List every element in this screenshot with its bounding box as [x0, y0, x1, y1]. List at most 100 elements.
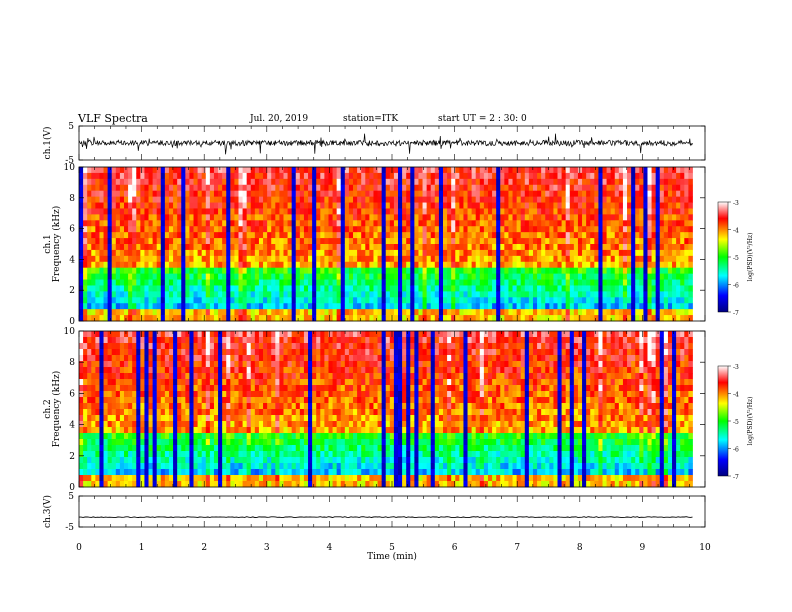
spectrogram-cell — [651, 220, 657, 227]
spectrogram-cell — [422, 214, 428, 221]
spectrogram-cell — [418, 297, 423, 304]
spectrogram-cell — [107, 439, 113, 446]
spectrogram-cell — [164, 421, 170, 428]
spectrogram-cell — [312, 285, 317, 292]
spectrogram-cell — [627, 184, 632, 192]
spectrogram-cell — [164, 343, 170, 350]
spectrogram-cell — [541, 232, 546, 239]
spectrogram-cell — [475, 238, 481, 245]
spectrogram-cell — [647, 249, 652, 257]
spectrogram-cell — [500, 202, 505, 209]
spectrogram-cell — [463, 267, 468, 275]
spectrogram-cell — [283, 244, 288, 251]
spectrogram-cell — [234, 178, 239, 186]
spectrogram-cell — [95, 220, 100, 227]
spectrogram-cell — [156, 451, 162, 458]
spectrogram-cell — [373, 255, 378, 263]
spectrogram-cell — [177, 361, 182, 368]
spectrogram-cell — [185, 167, 190, 174]
spectrogram-cell — [201, 208, 207, 215]
spectrogram-cell — [123, 297, 129, 304]
spectrogram-cell — [410, 273, 415, 280]
spectrogram-cell — [573, 202, 579, 209]
spectrogram-cell — [377, 202, 383, 209]
spectrogram-cell — [553, 315, 558, 322]
spectrogram-cell — [520, 249, 526, 257]
spectrogram-cell — [398, 309, 403, 316]
spectrogram-cell — [140, 291, 145, 298]
spectrogram-cell — [246, 315, 252, 322]
spectrogram-cell — [189, 451, 194, 458]
spectrogram-cell — [565, 196, 571, 203]
spectrogram-cell — [479, 279, 485, 286]
spectrogram-cell — [532, 279, 538, 286]
spectrogram-cell — [111, 291, 117, 298]
spectrogram-cell — [487, 208, 493, 215]
spectrogram-cell — [508, 244, 513, 251]
spectrogram-cell — [398, 273, 403, 280]
spectrogram-cell — [271, 190, 276, 198]
spectrogram-cell — [381, 291, 387, 298]
spectrogram-cell — [181, 475, 186, 482]
spectrogram-cell — [115, 167, 121, 174]
spectrogram-cell — [205, 255, 211, 263]
spectrogram-cell — [414, 255, 419, 263]
spectrogram-cell — [258, 202, 264, 209]
spectrogram-cell — [119, 385, 125, 392]
spectrogram-cell — [201, 469, 207, 476]
spectrogram-cell — [226, 355, 231, 362]
spectrogram-cell — [520, 214, 526, 221]
spectrogram-cell — [222, 309, 227, 316]
spectrogram-cell — [193, 184, 199, 192]
header-date: Jul. 20, 2019 — [250, 114, 309, 124]
spectrogram-cell — [91, 238, 96, 245]
spectrogram-cell — [443, 167, 448, 174]
spectrogram-cell — [381, 297, 387, 304]
spectrogram-cell — [447, 315, 452, 322]
spectrogram-cell — [164, 331, 170, 338]
spectrogram-cell — [128, 255, 133, 263]
spectrogram-cell — [614, 226, 620, 233]
spectrogram-cell — [336, 190, 342, 198]
spectrogram-cell — [447, 196, 452, 203]
spectrogram-cell — [152, 309, 158, 316]
spectrogram-cell — [663, 178, 669, 186]
spectrogram-cell — [565, 303, 571, 310]
spectrogram-cell — [348, 196, 354, 203]
spectrogram-cell — [164, 315, 170, 322]
spectrogram-cell — [508, 214, 513, 221]
spectrogram-cell — [242, 261, 248, 269]
spectrogram-cell — [189, 337, 194, 344]
spectrogram-cell — [164, 220, 170, 227]
spectrogram-cell — [287, 315, 293, 322]
spectrogram-cell — [639, 315, 644, 322]
spectrogram-cell — [144, 208, 149, 215]
spectrogram-cell — [115, 457, 121, 464]
spectrogram-cell — [177, 451, 182, 458]
spectrogram-cell — [209, 190, 215, 198]
spectrogram-cell — [132, 220, 137, 227]
spectrogram-cell — [541, 273, 546, 280]
spectrogram-cell — [504, 214, 509, 221]
spectrogram-cell — [500, 238, 505, 245]
spectrogram-cell — [303, 214, 309, 221]
spectrogram-cell — [447, 238, 452, 245]
spectrogram-cell — [197, 337, 203, 344]
spectrogram-cell — [545, 232, 550, 239]
spectrogram-cell — [516, 297, 522, 304]
spectrogram-cell — [83, 226, 88, 233]
spectrogram-cell — [79, 226, 84, 233]
spectrogram-cell — [283, 297, 288, 304]
spectrogram-cell — [651, 255, 657, 263]
spectrogram-cell — [348, 167, 354, 174]
spectrogram-cell — [234, 238, 239, 245]
spectrogram-cell — [230, 267, 235, 275]
spectrogram-cell — [205, 457, 211, 464]
spectrogram-cell — [459, 315, 464, 322]
spectrogram-cell — [340, 285, 346, 292]
spectrogram-cell — [152, 469, 158, 476]
spectrogram-cell — [132, 267, 137, 275]
spectrogram-cell — [79, 463, 84, 470]
spectrogram-cell — [91, 361, 96, 368]
spectrogram-cell — [643, 244, 648, 251]
